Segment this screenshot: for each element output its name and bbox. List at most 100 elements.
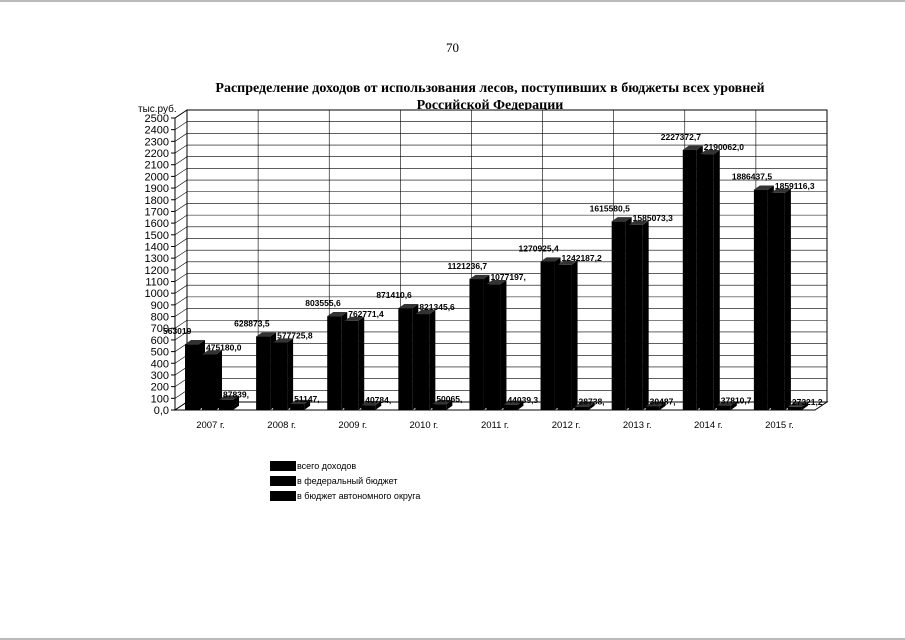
data-label: 2227372,7 bbox=[661, 132, 701, 142]
y-tick-label: 1500 bbox=[145, 230, 169, 242]
bar-top bbox=[290, 399, 311, 405]
bar-top bbox=[574, 402, 595, 407]
page-number: 70 bbox=[446, 40, 459, 55]
bar-side bbox=[216, 350, 222, 410]
bar-side bbox=[588, 402, 595, 410]
x-tick-label: 2010 г. bbox=[410, 420, 439, 431]
bar-side bbox=[287, 338, 294, 410]
data-label: 577725,8 bbox=[277, 331, 313, 341]
bar-top bbox=[645, 402, 666, 407]
chart-title: Распределение доходов от использования л… bbox=[120, 80, 860, 114]
bar-top bbox=[540, 257, 561, 262]
bar bbox=[753, 189, 768, 410]
bar-side bbox=[659, 402, 666, 410]
bar bbox=[611, 221, 626, 410]
bar-top bbox=[486, 279, 507, 285]
bar-side bbox=[375, 401, 382, 410]
y-tick-label: 700 bbox=[151, 323, 169, 335]
bar bbox=[469, 279, 484, 410]
bar-top bbox=[202, 350, 222, 355]
y-tick-label: 300 bbox=[151, 370, 169, 382]
bar-side bbox=[571, 260, 578, 410]
legend-swatch-total bbox=[270, 460, 296, 471]
bar-top bbox=[716, 401, 737, 406]
chart-title-line-2: Российской Федерации bbox=[416, 98, 564, 113]
bar bbox=[503, 404, 518, 410]
data-label: 1077197, bbox=[490, 272, 525, 282]
bar bbox=[398, 308, 413, 410]
bar-top bbox=[432, 399, 453, 405]
data-label: 2190062,0 bbox=[704, 142, 744, 152]
data-label: 762771,4 bbox=[348, 309, 384, 319]
bar bbox=[628, 224, 643, 410]
bar bbox=[202, 354, 216, 410]
bar-top bbox=[415, 309, 436, 315]
legend-label-federal: в федеральный бюджет bbox=[297, 475, 398, 486]
bar-top bbox=[185, 340, 205, 345]
bar-side bbox=[233, 395, 239, 410]
bar-top bbox=[361, 401, 382, 406]
y-tick-label: 500 bbox=[151, 347, 169, 359]
y-tick-label: 800 bbox=[151, 312, 169, 324]
bar bbox=[787, 406, 802, 410]
x-tick-label: 2009 г. bbox=[338, 420, 367, 431]
y-tick-label: 600 bbox=[151, 335, 169, 347]
x-tick-label: 2011 г. bbox=[481, 420, 509, 431]
y-tick-label: 400 bbox=[151, 358, 169, 370]
bar-side bbox=[730, 401, 737, 410]
y-tick-label: 1900 bbox=[145, 183, 169, 195]
bar-side bbox=[784, 188, 791, 410]
data-label: 628873,5 bbox=[234, 319, 270, 329]
bar bbox=[432, 404, 447, 410]
legend-item-okrug: в бюджет автономного округа bbox=[270, 488, 420, 503]
bar-top bbox=[344, 316, 365, 321]
data-label: 50065, bbox=[436, 394, 462, 404]
y-tick-label: 1700 bbox=[145, 206, 169, 218]
legend-label-total: всего доходов bbox=[297, 460, 357, 471]
scan-bottom-edge bbox=[0, 638, 905, 640]
y-tick-label: 2400 bbox=[145, 125, 169, 137]
data-label: 821345,6 bbox=[419, 302, 455, 312]
legend-swatch-federal bbox=[270, 475, 296, 486]
x-tick-label: 2008 г. bbox=[267, 420, 296, 431]
y-tick-label: 200 bbox=[151, 382, 169, 394]
data-label: 803555,6 bbox=[305, 298, 341, 308]
bar-top bbox=[770, 188, 791, 193]
data-label: 871410,6 bbox=[376, 290, 412, 300]
chart-title-line-1: Распределение доходов от использования л… bbox=[215, 81, 765, 96]
data-label: 28738, bbox=[579, 397, 605, 407]
bar-top bbox=[273, 338, 294, 343]
bar bbox=[185, 344, 199, 410]
bar-top bbox=[219, 395, 239, 400]
data-label: 27321,2 bbox=[792, 397, 823, 407]
y-axis-label: тыс.руб. bbox=[138, 103, 177, 115]
bar bbox=[219, 399, 233, 410]
data-label: 87839, bbox=[223, 390, 249, 400]
bar bbox=[770, 192, 785, 410]
bar bbox=[682, 149, 697, 410]
bar-side bbox=[517, 400, 524, 410]
y-tick-label: 1200 bbox=[145, 265, 169, 277]
bar bbox=[256, 336, 271, 410]
data-label: 44039,3 bbox=[507, 395, 538, 405]
legend-swatch-okrug bbox=[270, 490, 296, 501]
data-label: 1886437,5 bbox=[732, 172, 772, 182]
y-tick-label: 1000 bbox=[145, 288, 169, 300]
bar bbox=[415, 314, 430, 410]
bar-top bbox=[398, 304, 419, 309]
bar-top bbox=[557, 260, 578, 265]
y-tick-label: 1300 bbox=[145, 253, 169, 265]
y-tick-label: 100 bbox=[151, 393, 169, 405]
data-label: 1270925,4 bbox=[519, 244, 559, 254]
bar-side bbox=[358, 316, 365, 410]
bar bbox=[716, 405, 731, 410]
bar-top bbox=[682, 145, 703, 150]
bar-side bbox=[446, 399, 453, 410]
data-label: 30487, bbox=[650, 396, 676, 406]
data-label: 563019 bbox=[163, 326, 192, 336]
bar-side bbox=[429, 309, 436, 410]
data-label: 40784, bbox=[365, 395, 391, 405]
y-tick-label: 2200 bbox=[145, 148, 169, 160]
x-tick-label: 2015 г. bbox=[765, 420, 794, 431]
data-label: 51147, bbox=[294, 394, 320, 404]
